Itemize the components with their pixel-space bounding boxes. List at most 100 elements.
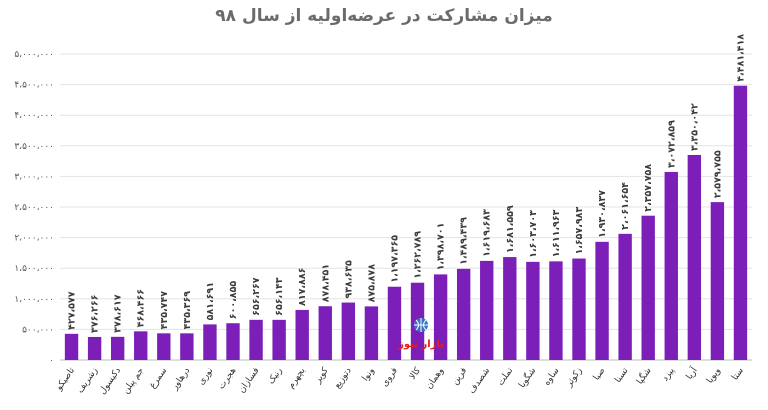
data-label: ۳،۰۷۲،۸۵۹ [666,120,677,168]
x-tick-label: فروی [380,366,400,389]
data-label: ۱،۹۳۰،۸۳۷ [597,190,608,238]
x-tick-label: دتوزیع [333,366,354,390]
x-tick-label: فسازان [237,366,262,395]
data-label: ۱،۶۱۱،۹۶۳ [551,209,562,257]
data-labels: ۴۲۷،۵۷۷ ۳۷۶،۲۶۶ ۳۷۸،۶۱۷ ۴۶۸،۴۶۶ ۴۳۵،۷۴۷ ۴۳۵،۳… [67,34,747,333]
x-tick-label: شگپا [634,365,654,387]
data-label: ۸۷۵،۸۷۸ [366,264,377,303]
x-tick-label: ساوه [542,366,561,388]
x-tick-label: رنیک [266,366,284,386]
data-label: ۸۷۸،۴۵۱ [320,264,331,302]
bar [226,323,240,360]
data-label: ۱،۱۹۷،۳۶۵ [389,235,400,283]
watermark-text: بازار نیوز [397,339,444,350]
data-label: ۱،۶۸۱،۵۵۹ [505,205,516,253]
bar [641,215,655,360]
data-label: ۱،۲۶۲،۷۸۹ [413,231,424,279]
bar [733,85,748,361]
bar [480,260,494,360]
data-label: ۱،۶۰۳،۷۰۳ [528,210,539,258]
bar [572,258,586,360]
y-axis-ticks: ۰ ۵۰۰،۰۰۰ ۱،۰۰۰،۰۰۰ ۱،۵۰۰،۰۰۰ ۲،۰۰۰،۰۰۰ ۲،۵۰۰… [14,50,54,366]
y-tick-label: ۳،۰۰۰،۰۰۰ [14,172,54,182]
watermark-logo: بازار نیوز [397,318,444,350]
data-label: ۲،۳۵۷،۷۵۸ [643,164,654,212]
y-tick-label: ۴،۰۰۰،۰۰۰ [14,111,54,121]
bar [433,274,448,360]
data-label: ۱،۳۹۸،۷۰۱ [436,223,447,271]
y-tick-label: ۴،۵۰۰،۰۰۰ [14,81,54,91]
bar [618,233,632,360]
data-label: ۳۷۶،۲۶۶ [90,295,101,333]
bar [249,319,263,360]
x-tick-label: تاصیکو [54,366,78,394]
bar [456,268,471,360]
data-label: ۵۸۱،۶۹۱ [205,282,216,320]
bar [87,336,102,360]
bar [134,331,148,360]
x-tick-label: صبا [592,366,608,382]
x-tick-label: بچهرم [286,366,307,391]
data-label: ۴،۴۸۱،۴۱۸ [735,34,746,82]
x-tick-label: نوری [197,366,216,387]
data-label: ۶۵۶،۲۶۷ [251,277,262,316]
y-tick-label: ۰ [49,356,54,366]
bar [364,306,379,360]
x-tick-label: سمرغ [148,366,169,391]
x-tick-label: شصدف [467,366,492,396]
bar [203,324,217,360]
bar [595,241,609,360]
x-tick-label: وهمان [424,366,446,391]
x-tick-label: کالا [408,365,424,381]
y-tick-label: ۲،۵۰۰،۰۰۰ [14,203,54,213]
data-label: ۴۶۸،۴۶۶ [136,289,147,327]
x-tick-label: زکوثر [564,366,585,390]
data-label: ۲،۵۷۹،۷۵۵ [712,150,723,198]
x-tick-label: تسنا [613,366,631,385]
x-tick-label: فرین [450,366,469,387]
data-label: ۴۳۵،۳۶۹ [182,291,193,330]
y-tick-label: ۲،۰۰۰،۰۰۰ [14,234,54,244]
bar [295,309,309,360]
y-tick-label: ۱،۵۰۰،۰۰۰ [14,264,54,274]
data-label: ۴۳۵،۷۴۷ [159,291,170,330]
bar [687,154,702,360]
y-tick-label: ۳،۵۰۰،۰۰۰ [14,142,54,152]
bar [526,261,540,360]
x-tick-label: درهاور [169,366,192,393]
x-tick-label: هجرت [217,366,239,392]
data-label: ۶۰۰،۸۵۵ [228,281,239,320]
x-tick-label: دکیسول [98,366,124,397]
y-tick-label: ۵،۰۰۰،۰۰۰ [14,50,54,60]
x-tick-label: جم پیلن [121,366,146,396]
x-tick-label: کویر [313,365,332,386]
data-label: ۶۵۶،۱۴۳ [274,277,285,316]
bar [157,333,171,360]
data-label: ۳،۳۵۰،۰۴۲ [689,103,700,151]
data-label: ۸۱۷،۸۸۶ [297,268,308,306]
bars [64,85,748,361]
bar [549,261,563,360]
data-label: ۱،۴۸۹،۴۳۹ [459,217,470,265]
bar [664,171,678,360]
data-label: ۱،۶۵۷،۹۸۳ [574,207,585,255]
x-tick-label: ستا [730,366,746,382]
x-tick-label: ونوا [361,366,377,383]
gridlines [60,53,752,361]
x-tick-label: پیزد [660,366,677,384]
x-tick-label: وپویا [705,366,723,385]
bar [272,319,286,360]
bar [341,302,356,360]
bar [64,333,79,360]
data-label: ۳۷۸،۶۱۷ [113,294,124,333]
x-tick-label: شگویا [516,365,539,390]
data-label: ۹۳۸،۶۳۵ [343,260,354,299]
data-label: ۱،۶۱۹،۶۸۳ [482,209,493,257]
x-tick-label: تملت [496,366,516,388]
x-tick-label: آریا [683,364,700,381]
bar [710,202,725,360]
data-label: ۴۲۷،۵۷۷ [67,291,78,330]
